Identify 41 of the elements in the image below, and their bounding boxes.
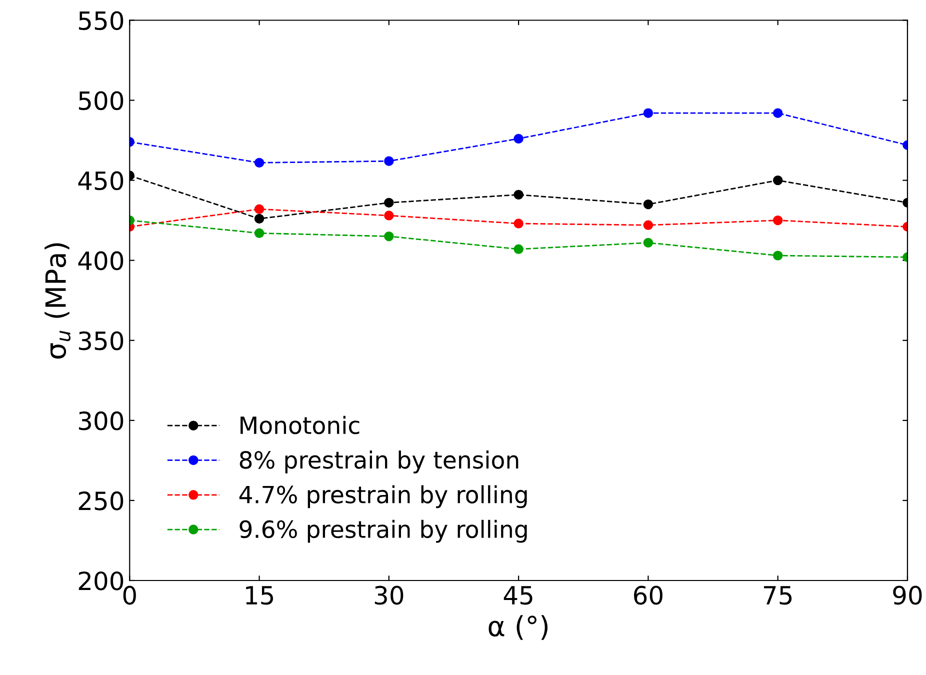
y-tick-label: 250 [78, 491, 124, 510]
x-tick-label: 90 [893, 586, 922, 605]
point [384, 231, 394, 242]
x-tick-label: 60 [634, 586, 662, 605]
point [254, 214, 264, 224]
legend-label: 4.7% prestrain by rolling [239, 485, 527, 508]
y-tick-label: 550 [78, 11, 124, 30]
x-tick-label: 15 [246, 586, 273, 605]
point [514, 244, 524, 254]
x-tick-label: 0 [123, 586, 136, 605]
point [772, 175, 783, 186]
point [514, 190, 524, 200]
x-tick-label: 45 [504, 586, 532, 605]
point [514, 134, 524, 144]
y-axis-title: σ$_{u}$ (MPa) [44, 243, 71, 359]
point [643, 108, 654, 118]
point [772, 250, 783, 260]
point [643, 199, 654, 210]
y-tick-label: 200 [78, 571, 124, 590]
point [254, 158, 264, 168]
x-axis-title: α (°) [488, 615, 548, 640]
legend-label: Monotonic [240, 416, 360, 434]
point [254, 228, 264, 238]
y-tick-label: 450 [78, 171, 124, 190]
point [772, 215, 783, 226]
point [643, 220, 654, 230]
point [514, 218, 524, 228]
point [384, 198, 394, 208]
y-tick-label: 300 [78, 411, 124, 430]
point [772, 108, 783, 118]
point [384, 210, 394, 220]
y-tick-label: 350 [78, 331, 124, 350]
point [643, 238, 654, 248]
y-tick-label: 400 [78, 251, 124, 270]
x-tick-label: 75 [764, 586, 792, 605]
legend-label: 8% prestrain by tension [240, 450, 518, 474]
legend-label: 9.6% prestrain by rolling [240, 520, 527, 543]
point [384, 156, 394, 166]
y-tick-label: 500 [78, 91, 124, 110]
x-tick-label: 30 [374, 586, 404, 605]
point [254, 204, 264, 214]
